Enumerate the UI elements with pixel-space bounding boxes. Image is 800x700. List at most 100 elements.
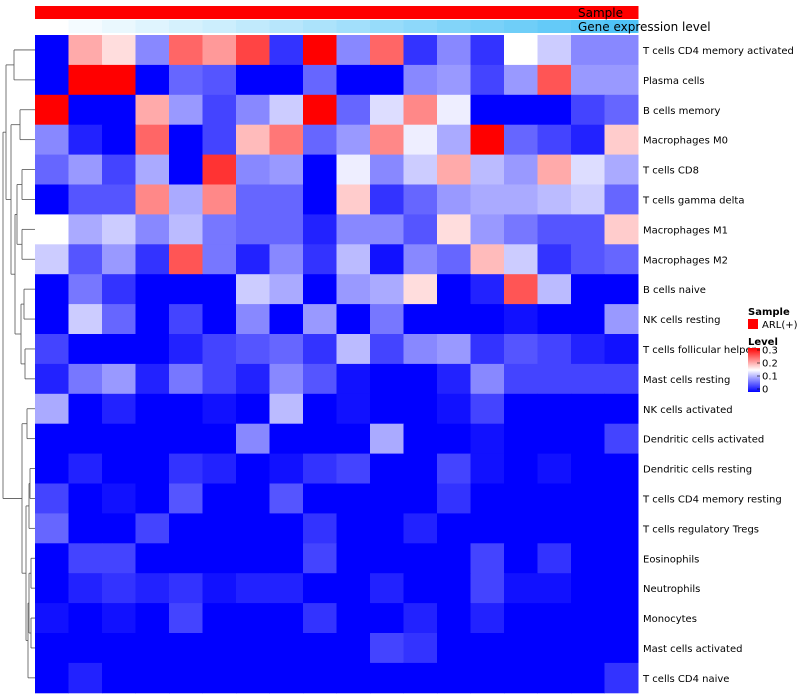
heatmap-cell bbox=[403, 274, 438, 305]
sample-annotation-cell bbox=[269, 6, 304, 19]
heatmap-cell bbox=[269, 244, 304, 275]
heatmap-cell bbox=[504, 662, 538, 694]
heatmap-cell bbox=[236, 214, 270, 245]
expression-annotation-cell bbox=[202, 20, 237, 33]
heatmap-cell bbox=[202, 35, 237, 66]
heatmap-cell bbox=[604, 513, 639, 544]
heatmap-cell bbox=[604, 662, 639, 694]
legend-sample-entry: ARL(+) bbox=[762, 320, 798, 331]
heatmap-cell bbox=[68, 543, 103, 574]
heatmap-cell bbox=[470, 423, 505, 455]
heatmap-cell bbox=[236, 244, 270, 275]
heatmap-cell bbox=[403, 453, 438, 484]
heatmap-cell bbox=[336, 334, 371, 365]
heatmap-cell bbox=[504, 573, 538, 604]
heatmap-cell bbox=[68, 154, 103, 185]
heatmap-cell bbox=[504, 363, 538, 395]
heatmap-cell bbox=[236, 633, 270, 664]
expression-annotation-cell bbox=[370, 20, 404, 33]
heatmap-cell bbox=[504, 274, 538, 305]
heatmap-cell bbox=[537, 214, 572, 245]
heatmap-cell bbox=[604, 334, 639, 365]
heatmap-cell bbox=[68, 363, 103, 395]
heatmap-cell bbox=[370, 603, 404, 634]
heatmap-cell bbox=[102, 94, 136, 126]
heatmap-cell bbox=[437, 393, 471, 425]
heatmap-cell bbox=[202, 513, 237, 544]
heatmap-cell bbox=[370, 124, 404, 156]
heatmap-cell bbox=[202, 393, 237, 425]
heatmap-cell bbox=[604, 573, 639, 604]
heatmap-cell bbox=[437, 573, 471, 604]
heatmap-cell bbox=[169, 64, 203, 96]
row-label: NK cells activated bbox=[643, 405, 733, 416]
heatmap-cell bbox=[135, 513, 170, 544]
heatmap-cell bbox=[437, 423, 471, 455]
heatmap-cell bbox=[202, 603, 237, 634]
heatmap-cell bbox=[571, 513, 605, 544]
heatmap-cell bbox=[68, 274, 103, 305]
heatmap-cell bbox=[336, 453, 371, 484]
heatmap-cell bbox=[68, 513, 103, 544]
row-label: NK cells resting bbox=[643, 315, 720, 326]
heatmap-cell bbox=[135, 662, 170, 694]
heatmap-cell bbox=[303, 423, 337, 455]
heatmap-cell bbox=[35, 184, 69, 215]
heatmap-cell bbox=[169, 363, 203, 395]
heatmap-cell bbox=[303, 662, 337, 694]
heatmap-cell bbox=[169, 662, 203, 694]
heatmap-cell bbox=[169, 124, 203, 156]
heatmap-cell bbox=[169, 603, 203, 634]
heatmap-cell bbox=[135, 334, 170, 365]
heatmap-cell bbox=[236, 184, 270, 215]
heatmap-cell bbox=[336, 184, 371, 215]
heatmap-cell bbox=[604, 603, 639, 634]
heatmap-cell bbox=[202, 453, 237, 484]
legend-level-colorbar bbox=[748, 348, 760, 392]
heatmap-cell bbox=[470, 573, 505, 604]
heatmap-cell bbox=[135, 543, 170, 574]
heatmap-cell bbox=[470, 184, 505, 215]
heatmap-cell bbox=[269, 35, 304, 66]
row-label: T cells CD4 memory resting bbox=[642, 494, 782, 505]
heatmap-cell bbox=[571, 662, 605, 694]
sample-annotation-cell bbox=[470, 6, 505, 19]
heatmap-cell bbox=[470, 363, 505, 395]
heatmap-cell bbox=[504, 124, 538, 156]
heatmap-cell bbox=[269, 154, 304, 185]
heatmap-cell bbox=[470, 603, 505, 634]
heatmap-cells bbox=[35, 35, 639, 694]
heatmap-cell bbox=[202, 483, 237, 514]
heatmap-cell bbox=[370, 35, 404, 66]
heatmap-cell bbox=[102, 543, 136, 574]
heatmap-cell bbox=[102, 124, 136, 156]
expression-annotation-cell bbox=[604, 20, 639, 33]
heatmap-cell bbox=[202, 423, 237, 455]
heatmap-cell bbox=[35, 603, 69, 634]
heatmap-cell bbox=[604, 543, 639, 574]
heatmap-cell bbox=[303, 483, 337, 514]
heatmap-cell bbox=[470, 543, 505, 574]
heatmap-cell bbox=[370, 423, 404, 455]
heatmap-cell bbox=[135, 64, 170, 96]
heatmap-cell bbox=[470, 124, 505, 156]
heatmap-cell bbox=[303, 35, 337, 66]
sample-annotation-cell bbox=[537, 6, 572, 19]
annotation-label-gene-expression: Gene expression level bbox=[578, 20, 711, 34]
heatmap-cell bbox=[135, 453, 170, 484]
heatmap-cell bbox=[102, 334, 136, 365]
heatmap-cell bbox=[102, 274, 136, 305]
sample-annotation-cell bbox=[370, 6, 404, 19]
heatmap-cell bbox=[202, 154, 237, 185]
sample-annotation-cell bbox=[504, 6, 538, 19]
heatmap-cell bbox=[35, 543, 69, 574]
heatmap-cell bbox=[269, 304, 304, 335]
heatmap-cell bbox=[504, 35, 538, 66]
heatmap-cell bbox=[437, 184, 471, 215]
heatmap-cell bbox=[403, 543, 438, 574]
heatmap-cell bbox=[135, 393, 170, 425]
heatmap-cell bbox=[437, 334, 471, 365]
expression-annotation-cell bbox=[236, 20, 270, 33]
heatmap-cell bbox=[169, 334, 203, 365]
heatmap-cell bbox=[35, 662, 69, 694]
